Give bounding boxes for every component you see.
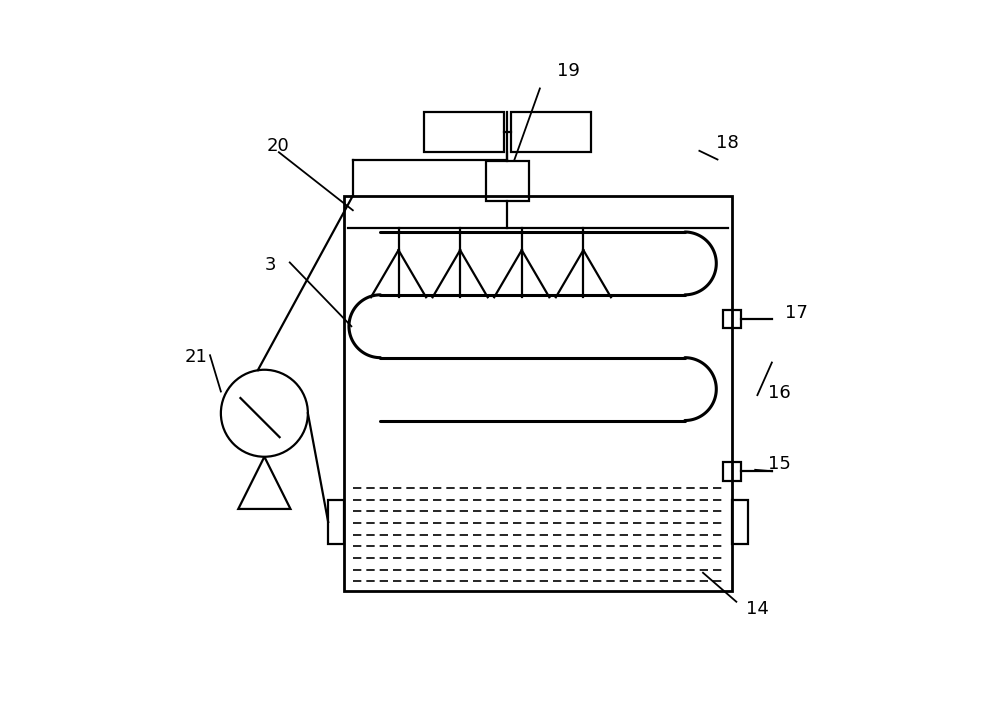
Bar xyxy=(723,310,741,328)
Bar xyxy=(732,500,748,544)
Text: 19: 19 xyxy=(557,62,579,80)
Text: 15: 15 xyxy=(768,455,791,473)
Text: 3: 3 xyxy=(264,256,276,273)
Text: 18: 18 xyxy=(716,134,739,152)
Bar xyxy=(486,161,529,201)
Text: 14: 14 xyxy=(746,600,769,618)
Bar xyxy=(328,500,344,544)
Bar xyxy=(511,112,591,152)
Text: 16: 16 xyxy=(768,384,791,402)
Bar xyxy=(424,112,504,152)
Text: 21: 21 xyxy=(185,348,208,365)
Text: 17: 17 xyxy=(785,304,808,322)
Text: 20: 20 xyxy=(267,138,289,155)
Bar xyxy=(723,462,741,481)
